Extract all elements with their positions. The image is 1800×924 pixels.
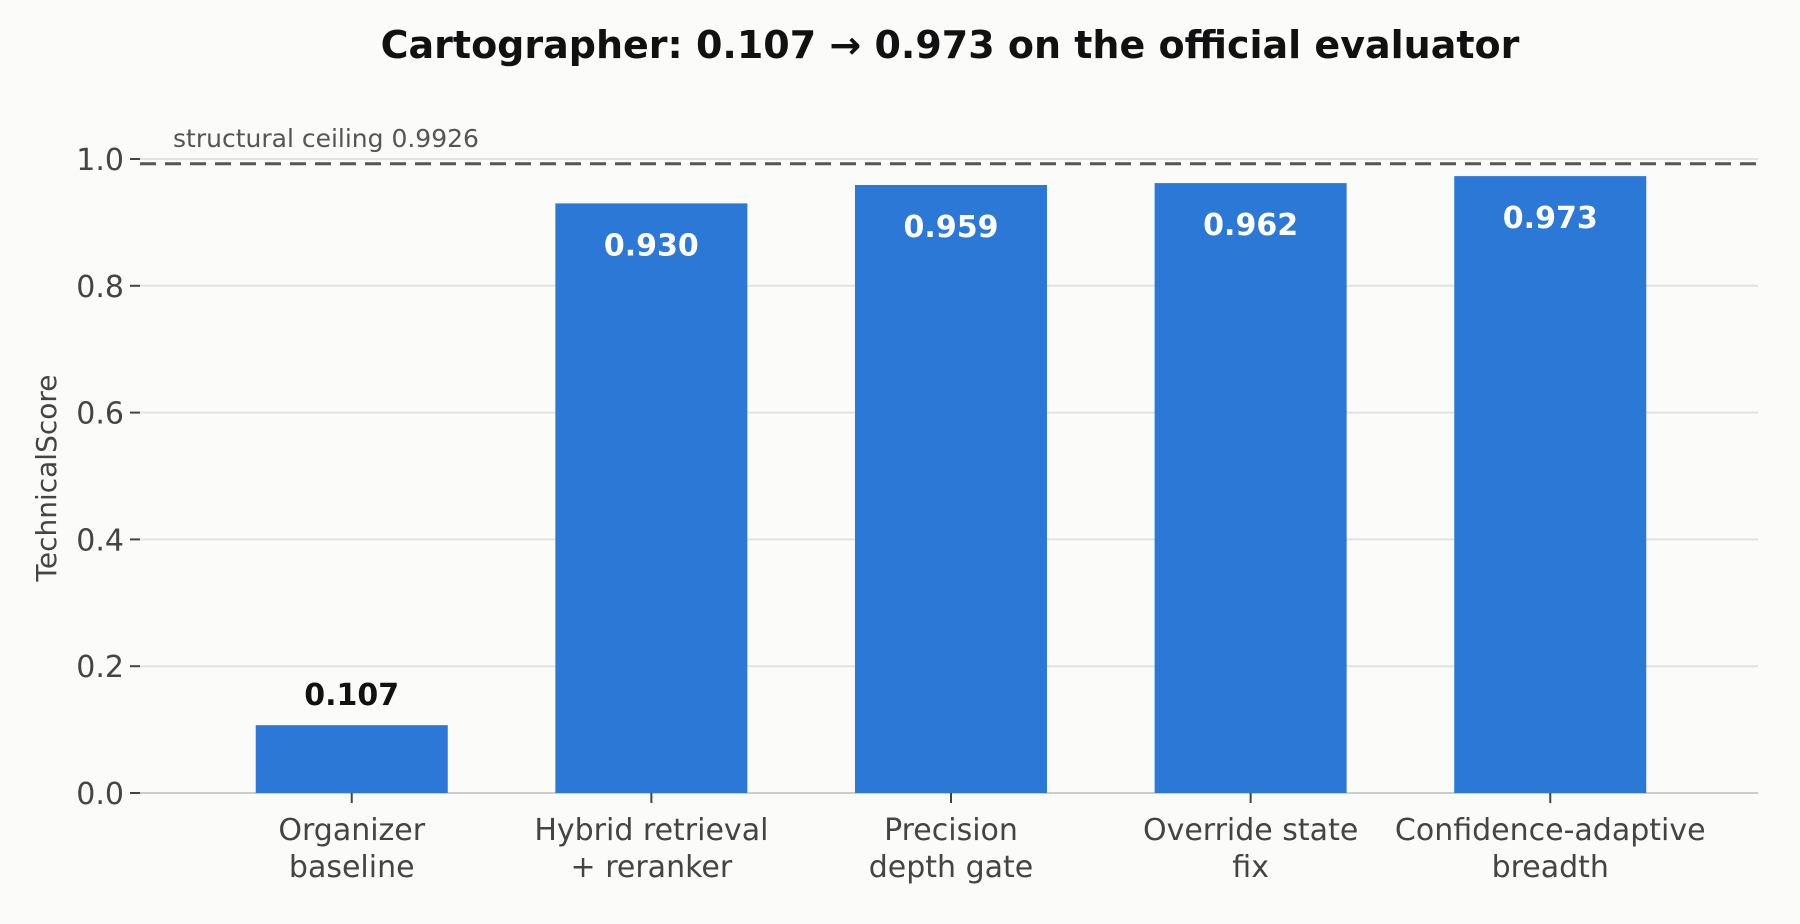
x-tick-label-4-0: Confidence-adaptive: [1395, 813, 1706, 848]
x-tick-label-1-1: + reranker: [571, 850, 733, 885]
y-tick-label-5: 1.0: [76, 143, 124, 178]
x-tick-label-2-1: depth gate: [869, 850, 1034, 885]
x-tick-label-4-1: breadth: [1492, 850, 1609, 885]
y-axis: 0.0 0.2 0.4 0.6 0.8 1.0: [76, 143, 140, 812]
bars: 0.107 0.930 0.959 0.962 0.973: [255, 176, 1647, 794]
y-tick-label-3: 0.6: [76, 397, 124, 432]
bar-0: [255, 725, 448, 793]
x-tick-label-0-1: baseline: [289, 850, 415, 885]
bar-value-label-3: 0.962: [1203, 208, 1298, 243]
y-tick-label-2: 0.4: [76, 523, 124, 558]
chart-title: Cartographer: 0.107 → 0.973 on the offic…: [381, 23, 1520, 67]
y-tick-label-0: 0.0: [76, 777, 124, 812]
bar-value-label-2: 0.959: [904, 210, 999, 245]
x-tick-label-3-0: Override state: [1143, 813, 1358, 848]
x-tick-label-1-0: Hybrid retrieval: [534, 813, 768, 848]
y-axis-label: TechnicalScore: [30, 375, 63, 583]
bar-2: [855, 184, 1047, 793]
bar-1: [555, 203, 748, 793]
bar-value-label-1: 0.930: [604, 228, 699, 263]
x-tick-label-0-0: Organizer: [278, 813, 425, 848]
ceiling-reference: structural ceiling 0.9926: [140, 124, 1758, 166]
bar-value-label-0: 0.107: [304, 678, 399, 713]
x-tick-label-3-1: fix: [1232, 850, 1269, 885]
bar-3: [1154, 183, 1347, 794]
y-tick-label-1: 0.2: [76, 650, 124, 685]
bar-4: [1454, 176, 1647, 794]
bar-value-label-4: 0.973: [1503, 201, 1598, 236]
ceiling-label: structural ceiling 0.9926: [173, 124, 479, 153]
x-tick-label-2-0: Precision: [884, 813, 1018, 848]
y-tick-label-4: 0.8: [76, 270, 124, 305]
